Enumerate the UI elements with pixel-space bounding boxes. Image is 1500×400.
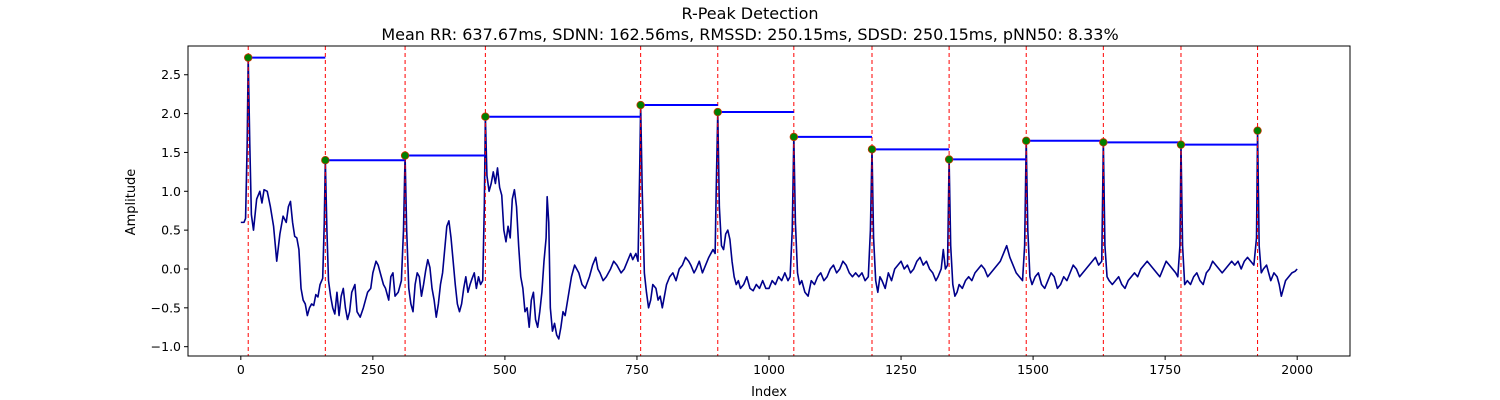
y-tick-label-2: 0.0 bbox=[161, 261, 181, 276]
y-tick-label-1: −0.5 bbox=[151, 300, 181, 315]
peak-marker-3 bbox=[481, 112, 490, 121]
chart-title: R-Peak Detection bbox=[681, 4, 818, 23]
x-tick-label-2: 500 bbox=[493, 362, 517, 377]
y-axis-label: Amplitude bbox=[124, 169, 139, 236]
x-tick-label-0: 0 bbox=[237, 362, 245, 377]
x-axis-label: Index bbox=[751, 385, 787, 400]
x-tick-label-4: 1000 bbox=[753, 362, 785, 377]
peak-marker-10 bbox=[1099, 138, 1108, 147]
peak-marker-0 bbox=[244, 53, 253, 62]
peak-marker-12 bbox=[1253, 126, 1262, 135]
y-tick-label-7: 2.5 bbox=[161, 67, 181, 82]
y-tick-label-6: 2.0 bbox=[161, 106, 181, 121]
x-tick-label-1: 250 bbox=[361, 362, 385, 377]
y-tick-label-4: 1.0 bbox=[161, 184, 181, 199]
peak-marker-4 bbox=[636, 100, 645, 110]
x-tick-label-3: 750 bbox=[625, 362, 649, 377]
chart-subtitle: Mean RR: 637.67ms, SDNN: 162.56ms, RMSSD… bbox=[381, 25, 1118, 44]
y-tick-label-3: 0.5 bbox=[161, 223, 181, 238]
x-tick-label-6: 1500 bbox=[1017, 362, 1049, 377]
y-tick-label-0: −1.0 bbox=[151, 339, 181, 354]
y-tick-label-5: 1.5 bbox=[161, 145, 181, 160]
plot-area bbox=[240, 46, 1298, 356]
x-tick-label-7: 1750 bbox=[1149, 362, 1181, 377]
peak-marker-9 bbox=[1022, 136, 1031, 145]
y-axis: −1.0 −0.5 0.0 0.5 1.0 1.5 2.0 2.5 bbox=[151, 67, 188, 354]
peak-marker-8 bbox=[944, 155, 954, 164]
x-tick-label-5: 1250 bbox=[885, 362, 917, 377]
peak-marker-5 bbox=[713, 107, 722, 117]
peak-marker-11 bbox=[1176, 140, 1186, 149]
peak-marker-6 bbox=[789, 132, 799, 142]
x-tick-label-8: 2000 bbox=[1281, 362, 1313, 377]
ecg-signal-line bbox=[240, 56, 1298, 340]
peak-marker-1 bbox=[321, 156, 330, 165]
peak-marker-2 bbox=[400, 151, 410, 160]
x-axis: 0 250 500 750 1000 1250 1500 1750 2000 bbox=[237, 356, 1313, 377]
peak-marker-7 bbox=[867, 145, 877, 154]
